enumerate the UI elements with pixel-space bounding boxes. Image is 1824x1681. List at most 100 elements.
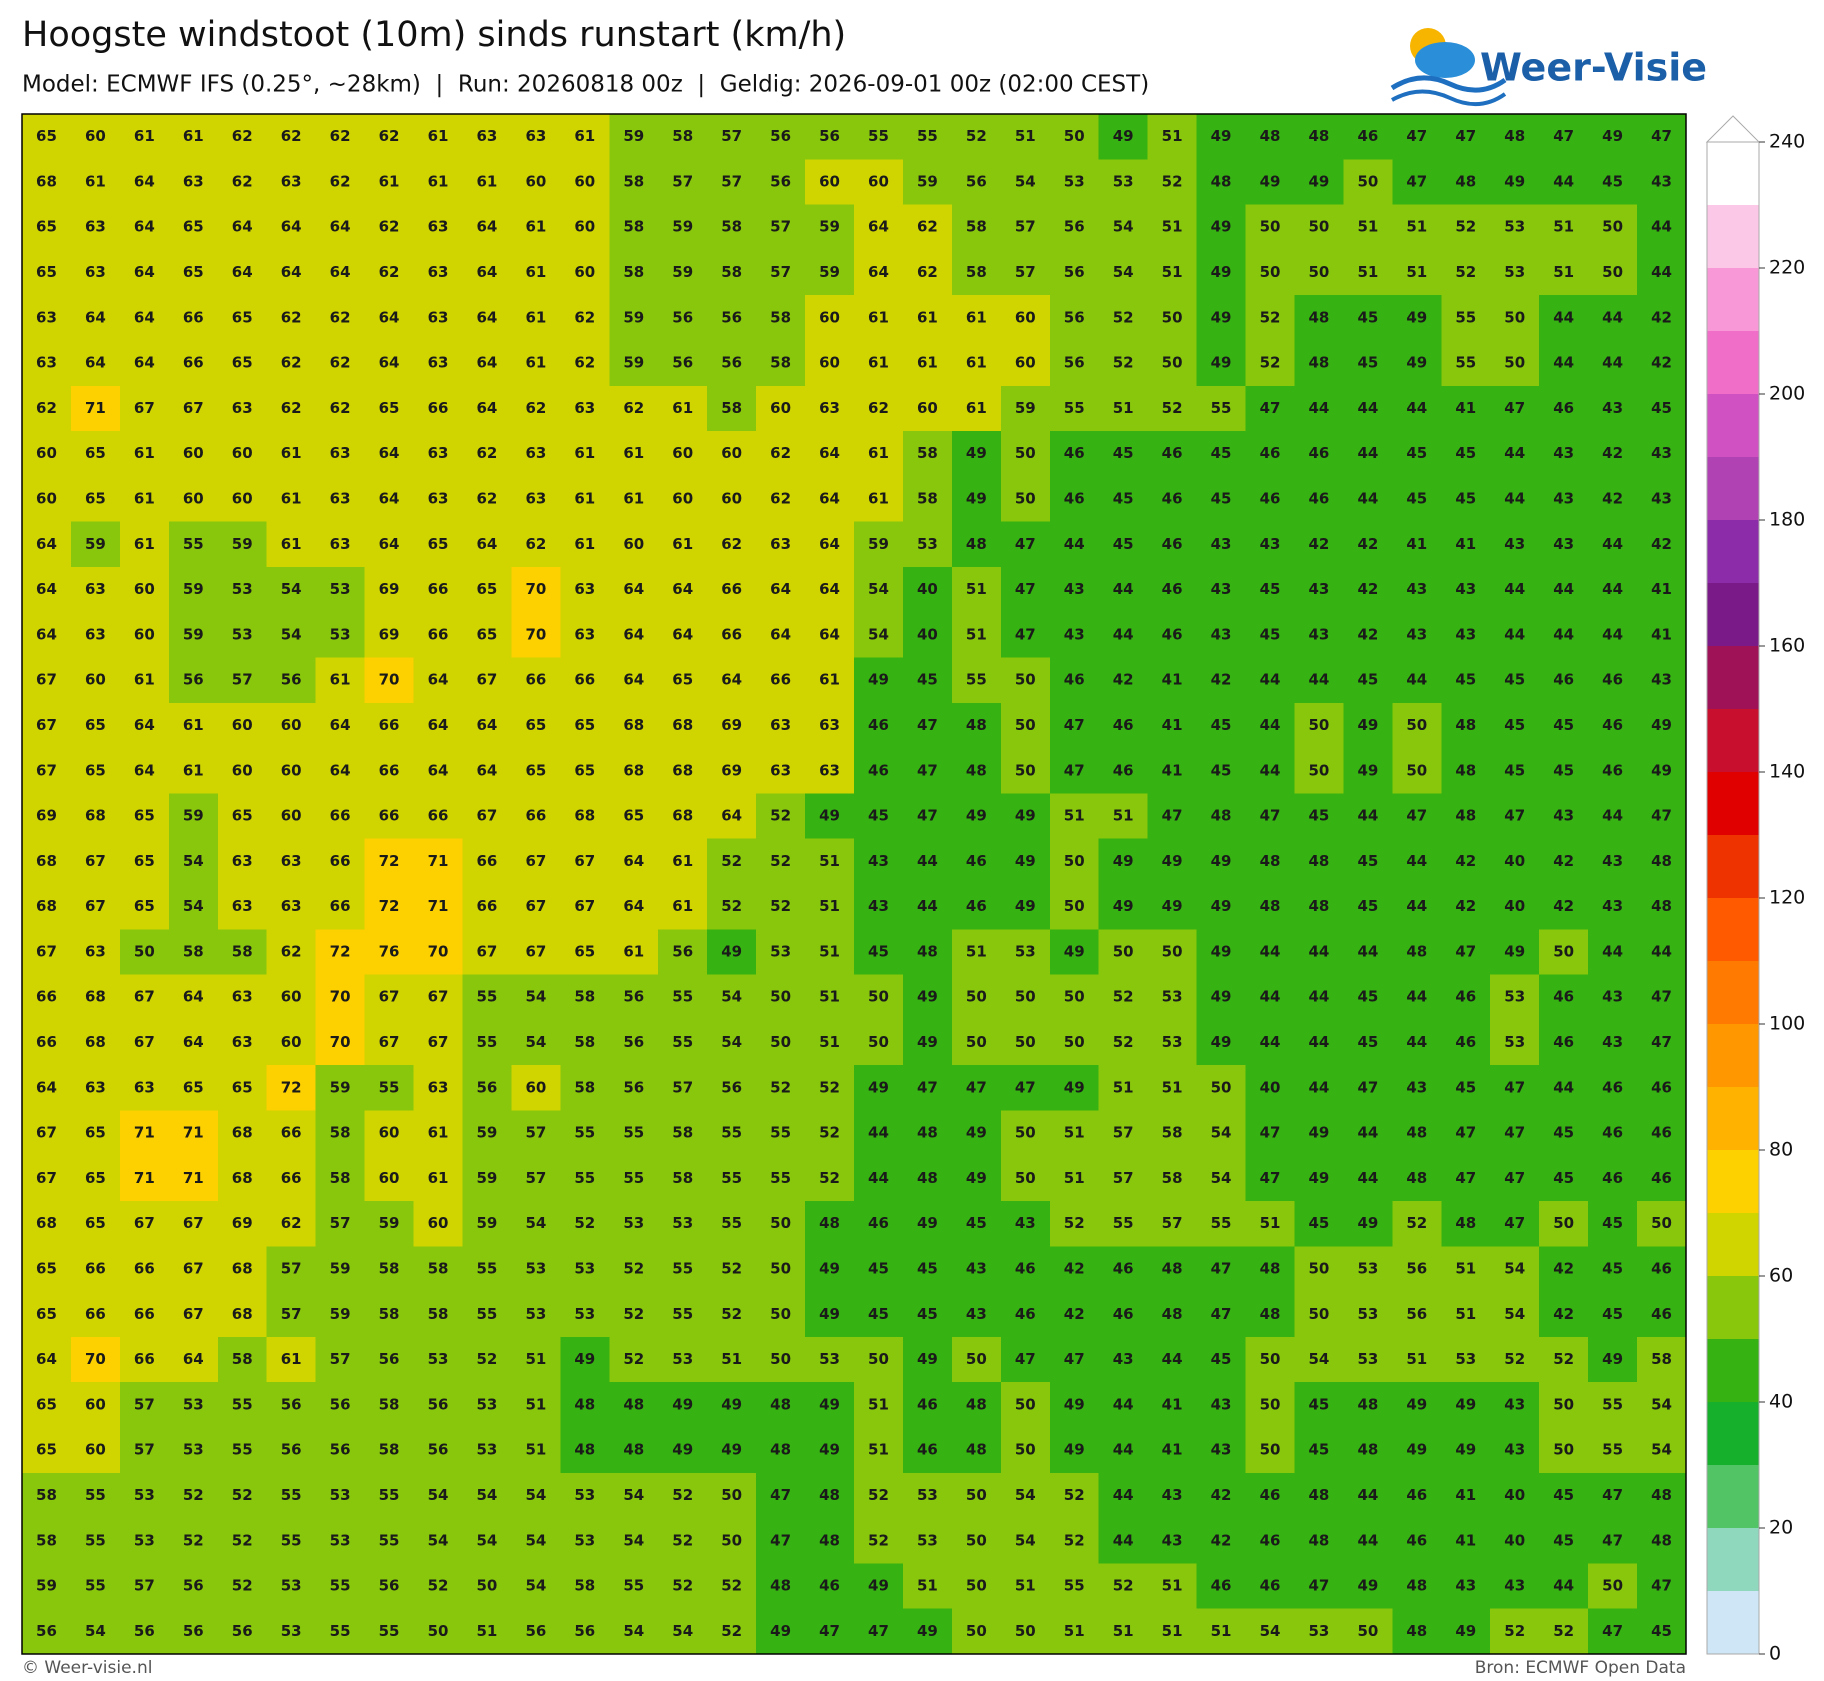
cell-label: 43: [1015, 1214, 1036, 1232]
wind-cell: [1147, 1246, 1198, 1293]
wind-cell: [1588, 657, 1638, 704]
cell-label: 47: [1651, 1577, 1672, 1595]
wind-cell: [1539, 385, 1589, 432]
cell-label: 62: [36, 399, 57, 417]
cell-label: 49: [1357, 1577, 1378, 1595]
cell-label: 59: [672, 263, 693, 281]
cell-label: 53: [1504, 1033, 1525, 1051]
cell-label: 49: [1211, 988, 1232, 1006]
wind-cell: [70, 1563, 121, 1610]
wind-cell: [462, 974, 513, 1021]
wind-cell: [266, 385, 317, 432]
cell-label: 51: [1455, 1260, 1476, 1278]
cell-label: 46: [1651, 1260, 1672, 1278]
cell-label: 50: [1309, 761, 1330, 779]
wind-cell: [1539, 249, 1589, 296]
cell-label: 48: [1162, 1305, 1183, 1323]
wind-cell: [951, 1563, 1002, 1610]
cell-label: 51: [1406, 263, 1427, 281]
cell-label: 47: [1651, 807, 1672, 825]
cell-label: 54: [868, 580, 889, 598]
wind-cell: [1294, 1201, 1345, 1247]
cell-label: 53: [1113, 172, 1134, 190]
cell-label: 60: [819, 354, 840, 372]
wind-cell: [511, 1065, 561, 1112]
wind-cell: [560, 1110, 610, 1157]
cell-label: 64: [379, 354, 400, 372]
wind-cell: [560, 1291, 610, 1338]
wind-cell: [1392, 838, 1442, 885]
wind-cell: [168, 249, 219, 296]
cell-label: 55: [232, 1441, 253, 1459]
colorbar-label: 180: [1769, 509, 1805, 531]
wind-cell: [1000, 204, 1051, 251]
wind-cell: [1049, 1065, 1100, 1112]
cell-label: 49: [672, 1395, 693, 1413]
wind-cell: [1147, 748, 1198, 795]
cell-label: 46: [1602, 716, 1623, 734]
cell-label: 46: [1211, 1577, 1232, 1595]
cell-label: 51: [1211, 1622, 1232, 1640]
cell-label: 54: [623, 1486, 644, 1504]
wind-cell: [22, 702, 72, 749]
cell-label: 58: [966, 218, 987, 236]
wind-cell: [70, 204, 121, 251]
wind-cell: [364, 838, 415, 885]
cell-label: 46: [1357, 127, 1378, 145]
wind-cell: [1049, 114, 1100, 160]
wind-cell: [1049, 1472, 1100, 1519]
wind-cell: [1049, 566, 1100, 613]
wind-cell: [1294, 929, 1345, 976]
cell-label: 55: [966, 671, 987, 689]
wind-cell: [951, 1427, 1002, 1474]
wind-cell: [609, 295, 659, 342]
cell-label: 49: [1309, 1124, 1330, 1142]
cell-label: 44: [1113, 1441, 1134, 1459]
wind-cell: [1147, 1065, 1198, 1112]
wind-cell: [22, 385, 72, 432]
wind-cell: [1441, 974, 1491, 1021]
wind-cell: [854, 1246, 904, 1293]
wind-cell: [217, 1472, 268, 1519]
wind-cell: [1343, 1201, 1393, 1247]
wind-cell: [1000, 476, 1051, 523]
wind-cell: [1490, 1336, 1540, 1383]
wind-cell: [119, 1518, 170, 1565]
cell-label: 53: [330, 625, 351, 643]
wind-cell: [756, 1472, 806, 1519]
wind-cell: [902, 1110, 953, 1157]
wind-cell: [217, 385, 268, 432]
wind-cell: [609, 340, 659, 387]
wind-cell: [658, 566, 708, 613]
cell-label: 53: [232, 625, 253, 643]
cell-label: 48: [1406, 1577, 1427, 1595]
wind-cell: [1196, 1472, 1247, 1519]
wind-cell: [560, 974, 610, 1021]
cell-label: 46: [1260, 1486, 1281, 1504]
cell-label: 61: [428, 172, 449, 190]
cell-label: 54: [1651, 1441, 1672, 1459]
cell-label: 53: [1162, 1033, 1183, 1051]
cell-label: 62: [525, 399, 546, 417]
wind-cell: [1098, 159, 1149, 206]
cell-label: 43: [1455, 1577, 1476, 1595]
wind-cell: [266, 114, 317, 160]
cell-label: 64: [721, 807, 742, 825]
cell-label: 63: [819, 399, 840, 417]
cell-label: 42: [1455, 852, 1476, 870]
wind-cell: [1490, 1563, 1540, 1610]
cell-label: 45: [1406, 490, 1427, 508]
wind-cell: [609, 1155, 659, 1202]
cell-label: 55: [721, 1124, 742, 1142]
wind-cell: [364, 476, 415, 523]
cell-label: 43: [1602, 852, 1623, 870]
cell-label: 61: [525, 218, 546, 236]
wind-cell: [1147, 702, 1198, 749]
cell-label: 64: [134, 354, 155, 372]
wind-cell: [1147, 1201, 1198, 1247]
wind-cell: [1637, 657, 1687, 704]
cell-label: 61: [428, 1169, 449, 1187]
wind-cell: [1147, 1563, 1198, 1610]
wind-cell: [1294, 612, 1345, 659]
cell-label: 71: [183, 1169, 204, 1187]
